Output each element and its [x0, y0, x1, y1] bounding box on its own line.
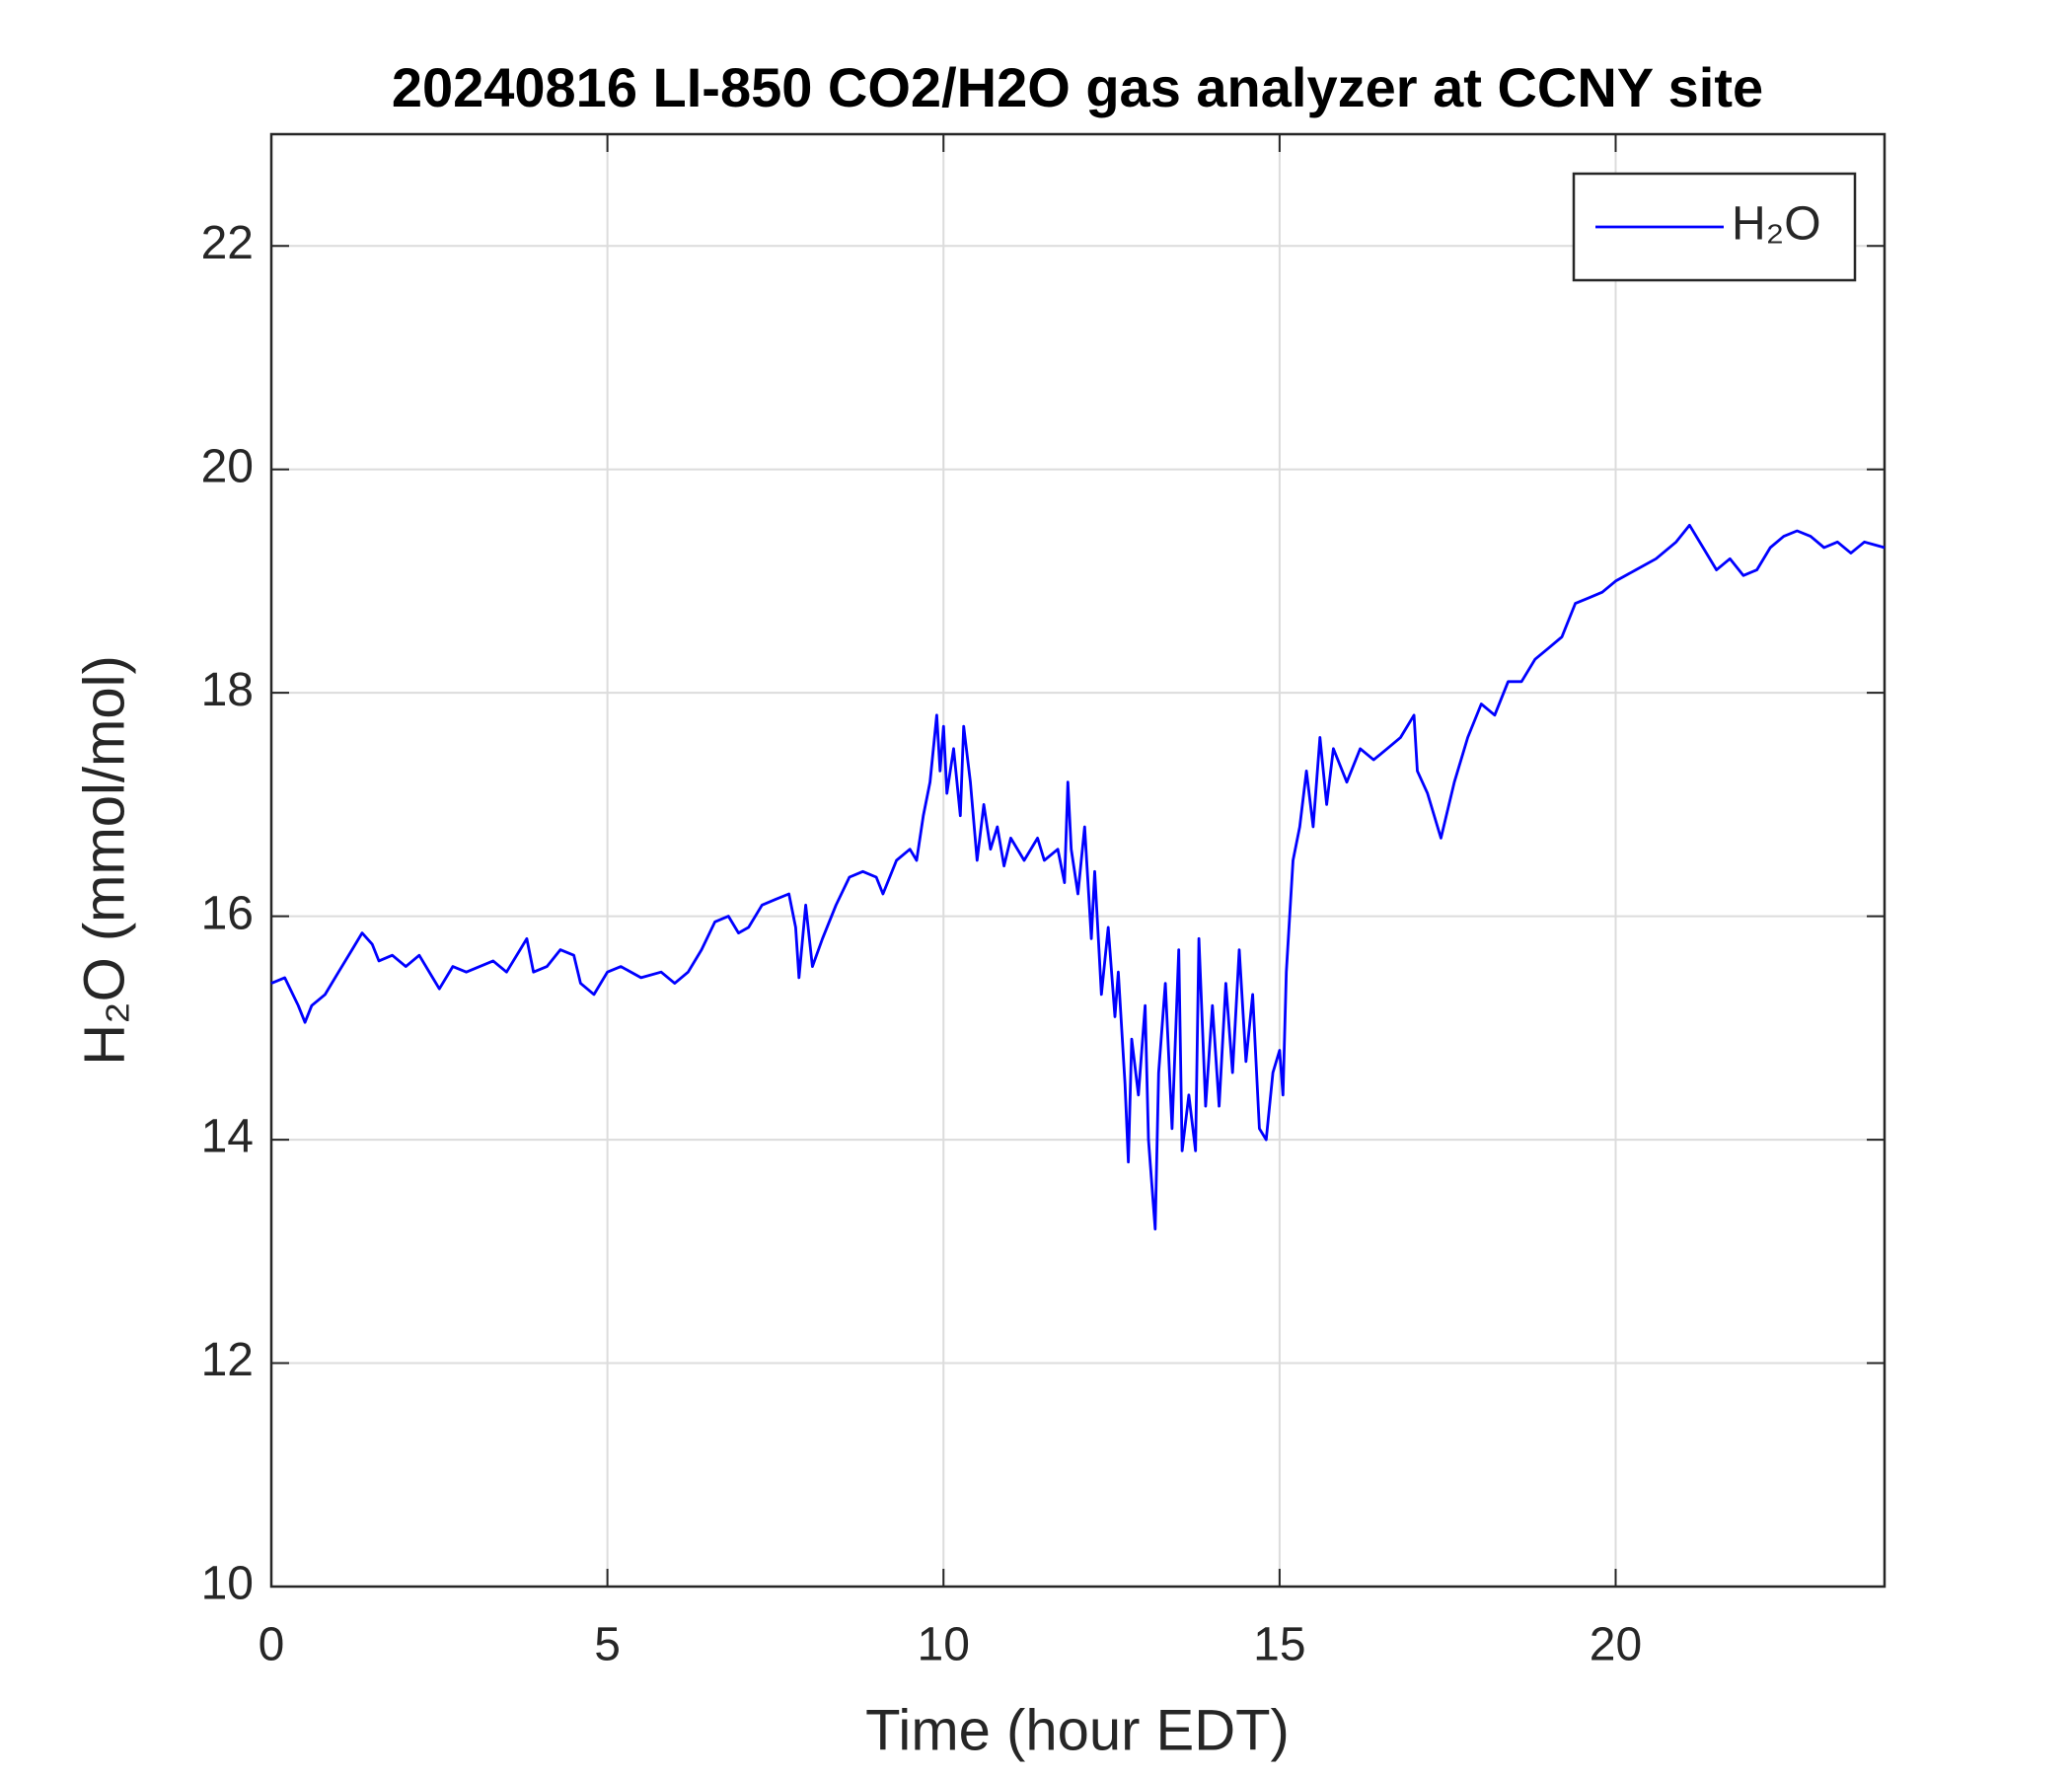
y-tick-label: 22 — [201, 217, 254, 269]
y-tick-label: 18 — [201, 664, 254, 716]
y-axis-label: H₂O (mmol/mol) — [72, 655, 136, 1066]
y-tick-label: 20 — [201, 440, 254, 492]
y-tick-label: 16 — [201, 887, 254, 939]
legend-label: H₂O — [1732, 198, 1821, 251]
x-axis-label: Time (hour EDT) — [865, 1698, 1290, 1762]
data-line — [270, 523, 1886, 1231]
y-tick-label: 14 — [201, 1111, 254, 1163]
y-tick-label: 12 — [201, 1334, 254, 1386]
y-tick-label: 10 — [201, 1558, 254, 1610]
x-tick-label: 5 — [594, 1619, 621, 1671]
x-tick-label: 10 — [918, 1619, 970, 1671]
x-tick-label: 20 — [1590, 1619, 1642, 1671]
x-tick-label: 15 — [1253, 1619, 1305, 1671]
chart-title: 20240816 LI-850 CO2/H2O gas analyzer at … — [392, 56, 1763, 118]
x-tick-label: 0 — [259, 1619, 285, 1671]
plot-frame — [269, 132, 1887, 1589]
